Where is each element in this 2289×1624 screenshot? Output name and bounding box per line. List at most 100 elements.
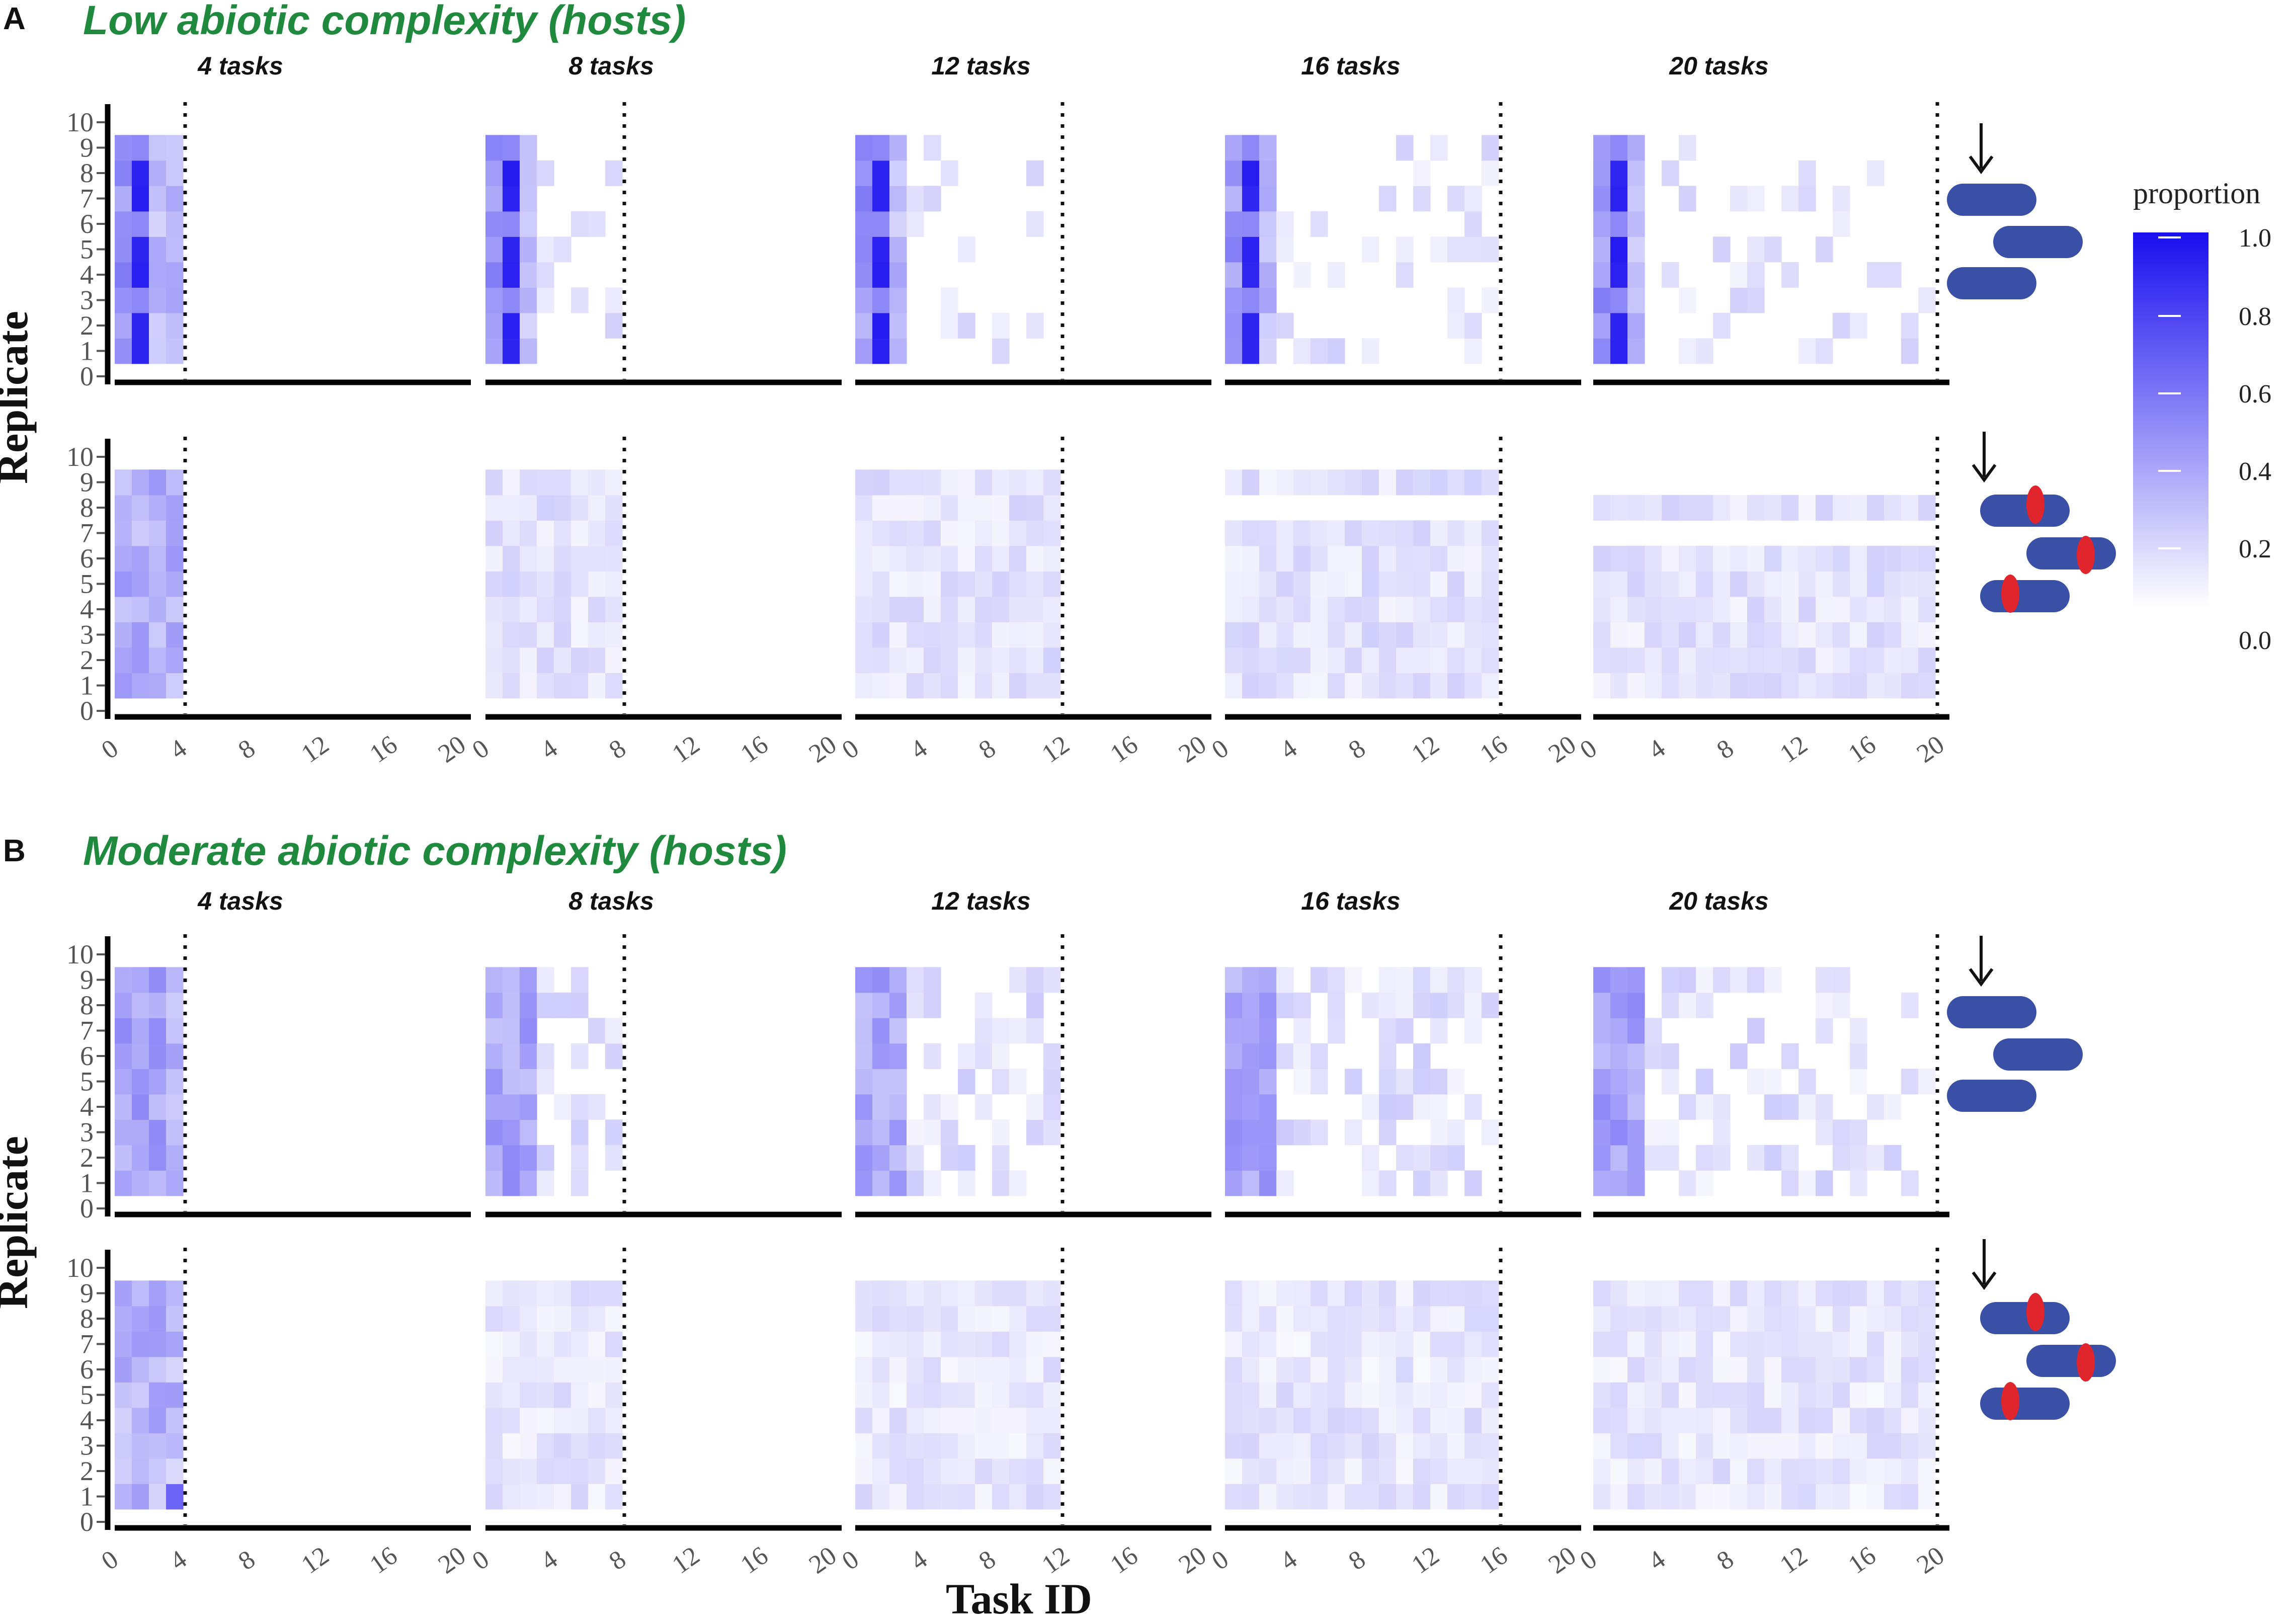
heatmap-cell [924,647,941,673]
heatmap-cell [503,1484,520,1510]
heatmap-cell [520,545,537,572]
heatmap-cell [1447,1458,1465,1484]
heatmap-cell [1345,596,1362,622]
y-tick-label: 1 [80,1168,94,1198]
heatmap-cell [889,520,907,546]
heatmap-cell [1696,1280,1713,1307]
heatmap-cell [1662,647,1679,673]
heatmap-cell [1464,469,1482,496]
heatmap-cell [1225,1306,1243,1332]
heatmap-cell [503,1043,520,1069]
heatmap-cell [1627,186,1645,212]
heatmap-cell [1833,1145,1850,1171]
heatmap-cell [1679,1170,1696,1196]
x-tick-label: 0 [1207,734,1234,765]
x-tick-label: 4 [906,734,933,765]
heatmap-cell [889,262,907,288]
heatmap-cell [941,1484,958,1510]
heatmap-cell [1328,992,1345,1018]
heatmap-cell [1867,1458,1885,1484]
heatmap-cell [1798,545,1816,572]
heatmap-cell [1396,1356,1414,1383]
y-tick-label: 8 [80,990,94,1020]
heatmap-cell [1764,571,1782,597]
heatmap-cell [1713,1433,1731,1459]
heatmap-cell [855,647,873,673]
heatmap-cell [924,1306,941,1332]
heatmap-cell [605,160,623,186]
heatmap-cell [166,1043,184,1069]
heatmap-cell [1901,1407,1919,1433]
x-tick-label: 16 [365,730,402,769]
heatmap-cell [1328,1458,1345,1484]
heatmap-cell [149,622,167,648]
heatmap-cell [1396,1145,1414,1171]
x-tick-label: 4 [1275,734,1302,765]
heatmap-cell [1833,673,1850,699]
y-tick-label: 10 [66,107,94,137]
heatmap-cell [149,1356,167,1383]
heatmap-cell [1627,596,1645,622]
heatmap-cell [1610,160,1628,186]
heatmap-cell [1345,1382,1362,1408]
heatmap-cell [958,1170,975,1196]
heatmap-cell [1798,571,1816,597]
heatmap-cell [1430,1356,1448,1383]
heatmap-cell [992,1018,1010,1044]
heatmap-cell [149,545,167,572]
heatmap-cell [1225,673,1243,699]
heatmap-cell [872,596,890,622]
heatmap-cell [855,1145,873,1171]
heatmap-cell [855,1280,873,1307]
heatmap-cell [1593,571,1611,597]
heatmap-cell [1798,647,1816,673]
heatmap-cell [889,1356,907,1383]
heatmap-cell [554,571,571,597]
heatmap-cell [1009,1069,1027,1095]
heatmap-cell [1901,1280,1919,1307]
heatmap-cell [855,596,873,622]
heatmap-cell [571,1094,589,1120]
heatmap-cell [941,160,958,186]
heatmap-cell [149,1170,167,1196]
heatmap-cell [1482,287,1499,313]
heatmap-cell [571,622,589,648]
heatmap-cell [1593,160,1611,186]
heatmap-cell [571,673,589,699]
heatmap-cell [1311,596,1328,622]
heatmap-cell [1043,1382,1061,1408]
heatmap-cell [975,1306,993,1332]
heatmap-cell [132,338,149,364]
heatmap-cell [1311,1043,1328,1069]
heatmap-cell [958,1331,975,1357]
heatmap-cell [1816,1356,1833,1383]
heatmap-cell [485,1433,503,1459]
heatmap-cell [1242,1018,1260,1044]
heatmap-cell [485,1145,503,1171]
host-cells-icon [1947,936,2083,1112]
heatmap-cell [1645,1484,1662,1510]
heatmap-cell [1276,571,1294,597]
heatmap-cell [1610,1043,1628,1069]
heatmap-cell [132,1280,149,1307]
heatmap-cell [605,520,623,546]
heatmap-cell [1259,1018,1277,1044]
heatmap-cell [958,1306,975,1332]
x-tick-label: 4 [536,734,563,765]
heatmap-cell [941,1094,958,1120]
heatmap-cell [1713,1119,1731,1146]
heatmap-cell [907,1306,924,1332]
section-title-b: Moderate abiotic complexity (hosts) [83,828,787,874]
heatmap-cell [1413,967,1431,993]
heatmap-cell [1430,622,1448,648]
heatmap-cell [1430,1069,1448,1095]
heatmap-cell [588,647,606,673]
heatmap-cell [855,262,873,288]
heatmap-cell [1816,967,1833,993]
heatmap-cell [1413,520,1431,546]
heatmap-cell [1662,596,1679,622]
heatmap-cell [975,596,993,622]
heatmap-cell [1430,1018,1448,1044]
heatmap-cell [1362,1331,1379,1357]
heatmap-cell [588,545,606,572]
